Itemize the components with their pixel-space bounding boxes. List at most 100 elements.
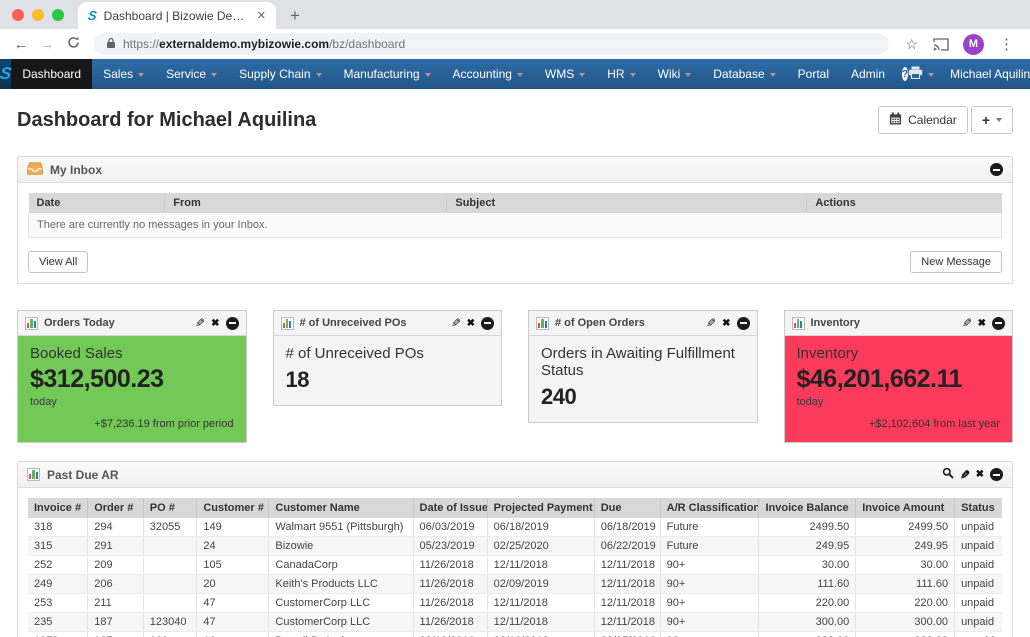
- metric-value: $46,201,662.11: [796, 365, 963, 393]
- help-icon[interactable]: ?: [902, 67, 909, 81]
- tab-title: Dashboard | Bizowie Demo Site: [103, 8, 250, 23]
- collapse-icon[interactable]: [992, 316, 1005, 330]
- browser-toolbar: ← → https://externaldemo.mybizowie.com/b…: [0, 29, 1030, 59]
- tab-close-icon[interactable]: ✕: [256, 10, 266, 22]
- lock-icon: [106, 37, 116, 52]
- forward-icon[interactable]: →: [39, 35, 55, 53]
- inbox-panel: My Inbox Date From Subject Actions There ar…: [17, 156, 1013, 284]
- close-icon[interactable]: ✖: [466, 317, 475, 329]
- table-row[interactable]: 252 209 105 CanadaCorp 11/26/2018 12/11/2018 1…: [28, 555, 1002, 575]
- table-cell: 249.95: [758, 536, 857, 556]
- close-icon[interactable]: ✖: [975, 469, 984, 480]
- table-cell: 12/11/2018: [594, 593, 661, 613]
- past-due-table: Invoice # Order # PO # Customer # Customer N…: [28, 498, 1002, 637]
- table-cell: 30.00: [758, 555, 857, 575]
- ar-column-invoice-balance: Invoice Balance: [758, 498, 857, 518]
- address-bar[interactable]: https://externaldemo.mybizowie.com/bz/da…: [94, 33, 890, 55]
- close-icon[interactable]: ✖: [977, 317, 986, 329]
- nav-item-hr[interactable]: HR: [596, 59, 646, 89]
- table-row[interactable]: 318 294 32055 149 Walmart 9551 (Pittsburgh) 0…: [28, 518, 1002, 537]
- collapse-icon[interactable]: [225, 316, 239, 330]
- search-icon[interactable]: [942, 467, 954, 482]
- nav-item-admin[interactable]: Admin: [840, 59, 896, 89]
- chevron-down-icon: [211, 72, 218, 77]
- collapse-icon[interactable]: [736, 316, 750, 330]
- nav-item-label: Database: [713, 67, 765, 81]
- nav-item-accounting[interactable]: Accounting: [442, 59, 534, 89]
- minimize-window-button[interactable]: [32, 8, 44, 21]
- ar-column-order: Order #: [87, 498, 144, 518]
- table-cell: 300.00: [758, 612, 857, 632]
- table-cell: 100: [143, 631, 198, 637]
- table-row[interactable]: 253 211 47 CustomerCorp LLC 11/26/2018 12/11/…: [28, 593, 1002, 613]
- edit-icon[interactable]: ✎: [959, 467, 970, 482]
- table-cell: [143, 555, 198, 575]
- nav-item-dashboard[interactable]: Dashboard: [11, 59, 93, 89]
- nav-item-supply-chain[interactable]: Supply Chain: [228, 59, 332, 89]
- dashboard-content: Dashboard for Michael Aquilina Calendar …: [0, 106, 1030, 637]
- table-cell: 2499.50: [855, 518, 956, 537]
- bookmark-star-icon[interactable]: ☆: [905, 35, 918, 52]
- bizowie-logo[interactable]: S: [0, 59, 13, 89]
- table-cell: 06/22/2019: [594, 536, 661, 556]
- nav-item-manufacturing[interactable]: Manufacturing: [333, 59, 442, 89]
- metric-note: +$2,102,604 from last year: [868, 418, 1000, 430]
- past-due-panel-header: Past Due AR ✎ ✖: [18, 462, 1012, 488]
- close-icon[interactable]: ✖: [211, 317, 220, 329]
- table-cell: 11/26/2018: [413, 593, 488, 613]
- table-cell: 90+: [660, 574, 760, 594]
- metric-label: Inventory: [796, 345, 859, 362]
- reload-icon[interactable]: [60, 36, 86, 53]
- nav-item-service[interactable]: Service: [155, 59, 228, 89]
- new-tab-button[interactable]: +: [290, 5, 300, 25]
- collapse-icon[interactable]: [990, 468, 1003, 481]
- nav-item-wms[interactable]: WMS: [534, 59, 596, 89]
- browser-profile-avatar[interactable]: M: [963, 33, 984, 55]
- widget-orders-today: Orders Today ✎ ✖ Booked Sales $312,500.2…: [17, 310, 247, 443]
- table-cell: unpaid: [954, 574, 1002, 594]
- browser-menu-icon[interactable]: ⋮: [999, 36, 1014, 53]
- close-window-button[interactable]: [12, 8, 24, 21]
- browser-tab[interactable]: S Dashboard | Bizowie Demo Site ✕: [78, 2, 276, 29]
- view-all-button[interactable]: View All: [28, 251, 89, 273]
- inbox-actions: View All New Message: [28, 251, 1002, 273]
- collapse-icon[interactable]: [481, 316, 494, 330]
- maximize-window-button[interactable]: [52, 8, 64, 21]
- page-title: Dashboard for Michael Aquilina: [17, 108, 317, 131]
- close-icon[interactable]: ✖: [722, 317, 731, 329]
- collapse-panel-icon[interactable]: [990, 163, 1003, 176]
- table-cell: 08/10/2016: [413, 631, 488, 637]
- table-row[interactable]: 235 187 123040 47 CustomerCorp LLC 11/26/2018…: [28, 612, 1002, 632]
- table-cell: 220.00: [855, 593, 956, 613]
- nav-item-database[interactable]: Database: [702, 59, 786, 89]
- table-cell: unpaid: [954, 612, 1002, 632]
- add-widget-button[interactable]: +: [970, 106, 1013, 134]
- header-actions: Calendar +: [878, 106, 1013, 134]
- calendar-button[interactable]: Calendar: [878, 106, 968, 134]
- chevron-down-icon: [516, 72, 523, 77]
- back-icon[interactable]: ←: [13, 35, 29, 53]
- edit-icon[interactable]: ✎: [706, 316, 717, 330]
- table-row[interactable]: 249 206 20 Keith's Products LLC 11/26/2018 02…: [28, 574, 1002, 594]
- chevron-down-icon: [424, 72, 431, 77]
- nav-item-portal[interactable]: Portal: [787, 59, 840, 89]
- metric-note: +$7,236.19 from prior period: [94, 418, 234, 430]
- plus-icon: +: [981, 112, 990, 128]
- nav-item-sales[interactable]: Sales: [92, 59, 155, 89]
- edit-icon[interactable]: ✎: [961, 316, 972, 330]
- print-menu[interactable]: [908, 66, 935, 82]
- inbox-column-actions: Actions: [806, 193, 1002, 213]
- inbox-table: Date From Subject Actions There are current…: [28, 193, 1002, 238]
- table-cell: 16: [196, 631, 270, 637]
- table-row[interactable]: 107012710016Darrell D. Anderson08/10/201…: [28, 631, 1002, 637]
- inbox-panel-header: My Inbox: [18, 157, 1012, 183]
- edit-icon[interactable]: ✎: [195, 316, 206, 330]
- table-row[interactable]: 315 291 24 Bizowie 05/23/2019 02/25/2020 06/22…: [28, 536, 1002, 556]
- nav-item-wiki[interactable]: Wiki: [647, 59, 703, 89]
- edit-icon[interactable]: ✎: [450, 316, 461, 330]
- table-cell: 11/26/2018: [413, 574, 488, 594]
- new-message-button[interactable]: New Message: [910, 251, 1002, 273]
- user-menu[interactable]: Michael Aquilina: [950, 67, 1030, 81]
- nav-item-label: Portal: [797, 67, 829, 81]
- cast-icon[interactable]: [926, 37, 956, 51]
